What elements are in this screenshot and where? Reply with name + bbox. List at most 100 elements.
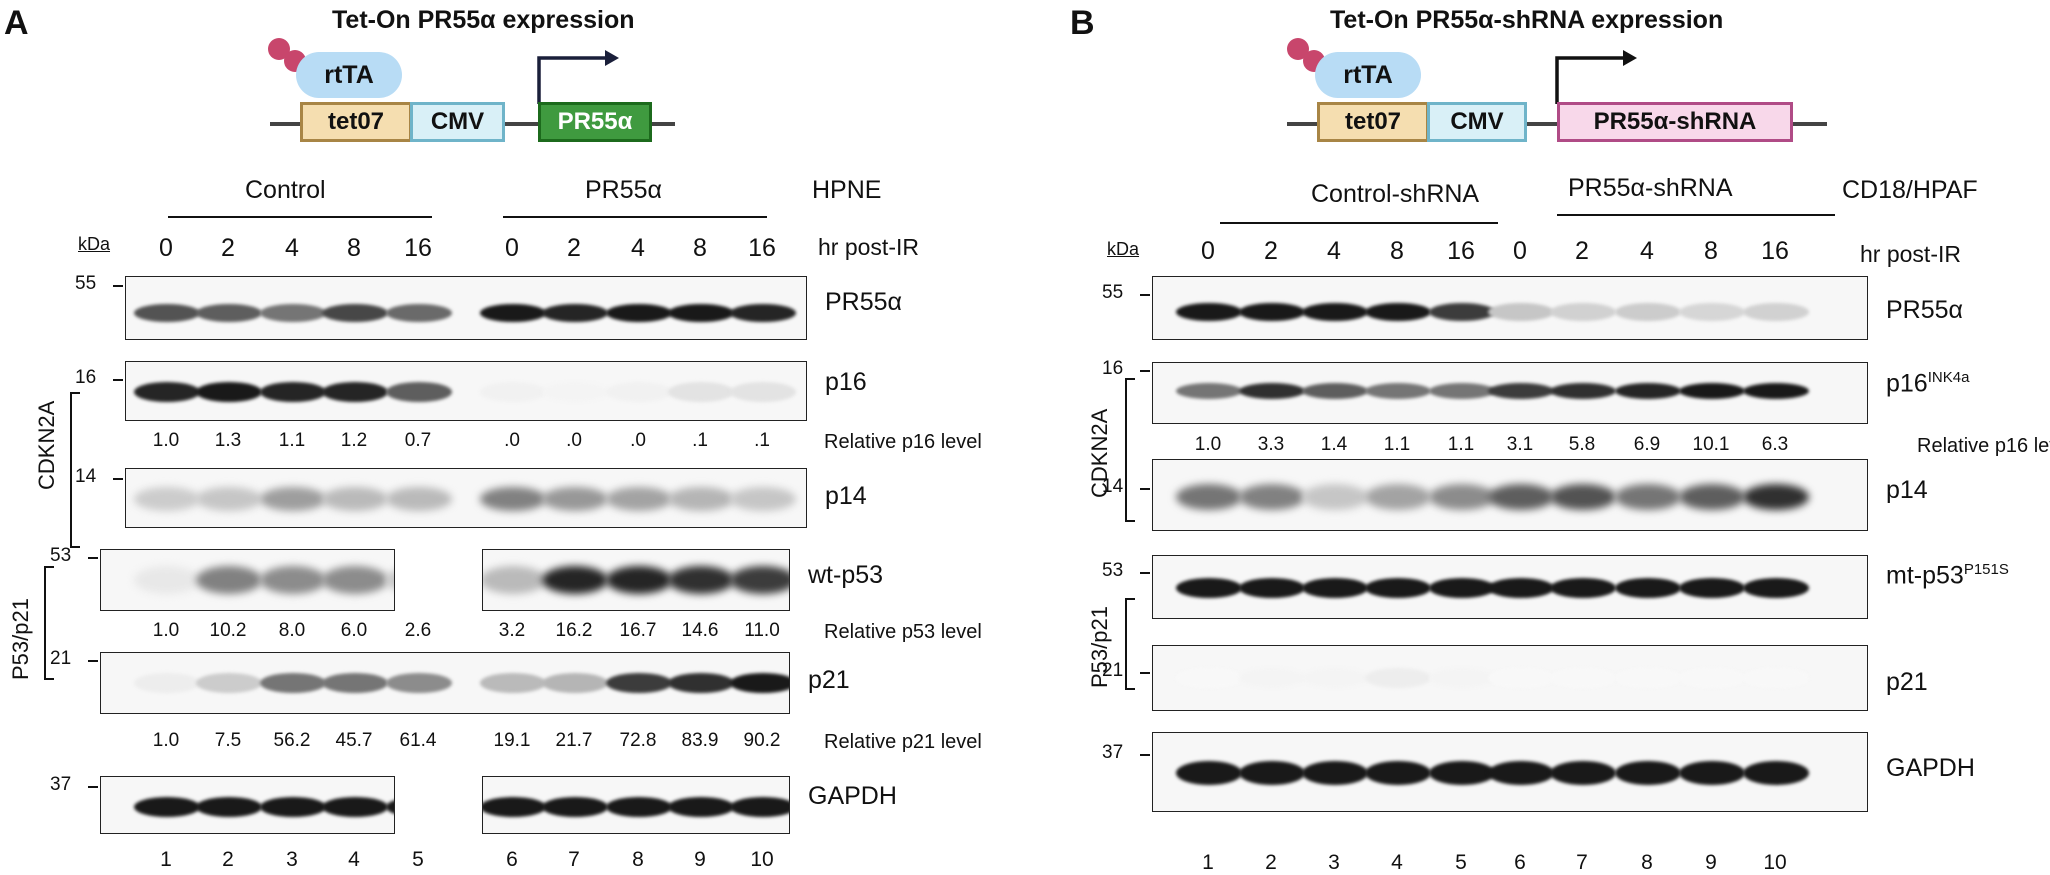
- protein-superscript: INK4a: [1927, 369, 1970, 386]
- relative-value: 10.2: [209, 620, 247, 641]
- band: [1743, 668, 1809, 688]
- band: [322, 673, 388, 693]
- band: [480, 673, 546, 693]
- band: [1743, 578, 1809, 598]
- relative-value: 1.0: [152, 730, 180, 751]
- blot-label: wt-p53: [808, 561, 883, 590]
- band: [542, 487, 608, 511]
- relative-value: 1.2: [340, 430, 368, 451]
- band: [1615, 578, 1681, 598]
- band: [1615, 668, 1681, 688]
- relative-value: 1.1: [1383, 434, 1411, 455]
- band: [196, 673, 262, 693]
- band: [260, 797, 326, 817]
- group-line: [503, 216, 767, 218]
- blot-pr55-: [125, 276, 807, 340]
- band: [730, 673, 789, 693]
- band: [196, 304, 262, 322]
- cell-line: HPNE: [812, 176, 882, 204]
- relative-value: .0: [504, 430, 520, 451]
- blot-label: p16: [825, 368, 867, 397]
- band: [1550, 484, 1616, 510]
- time-label: hr post-IR: [818, 234, 919, 260]
- band: [322, 566, 388, 594]
- band: [606, 797, 672, 817]
- relative-value: 3.3: [1257, 434, 1285, 455]
- band: [1429, 303, 1495, 321]
- p53-p21-bracket: [44, 566, 54, 680]
- timepoint-label: 4: [1640, 237, 1654, 265]
- mw-tick: [1140, 294, 1150, 296]
- blot-p16: [1152, 362, 1868, 424]
- relative-value: 61.4: [399, 730, 437, 751]
- lane-number: 7: [568, 848, 580, 871]
- blot-label: mt-p53P151S: [1886, 561, 2009, 590]
- band: [1239, 383, 1305, 399]
- band: [1550, 383, 1616, 399]
- band: [260, 673, 326, 693]
- band: [1429, 668, 1495, 688]
- band: [606, 673, 672, 693]
- lane-number: 2: [1265, 851, 1277, 874]
- band: [1239, 578, 1305, 598]
- relative-value: 10.1: [1692, 434, 1730, 455]
- blot-wt-p53: [482, 549, 790, 611]
- lane-number: 2: [222, 848, 234, 871]
- relative-level-label: Relative p16 level: [1917, 435, 2050, 457]
- p53-p21-label: P53/p21: [8, 598, 33, 680]
- timepoint-label: 8: [1390, 237, 1404, 265]
- band: [542, 304, 608, 322]
- band: [730, 487, 796, 511]
- group-pr55a-shrna: PR55α-shRNA: [1568, 174, 1733, 202]
- band: [668, 487, 734, 511]
- protein-name: p21: [1886, 668, 1928, 696]
- band: [668, 566, 734, 594]
- mw-marker: 53: [1102, 560, 1124, 581]
- lane-number: 5: [1455, 851, 1467, 874]
- blot-label: GAPDH: [808, 782, 897, 811]
- band: [1488, 761, 1554, 785]
- band: [1488, 383, 1554, 399]
- protein-superscript: P151S: [1963, 561, 2009, 578]
- band: [260, 382, 326, 402]
- lane-number: 1: [1202, 851, 1214, 874]
- band: [668, 304, 734, 322]
- cdkn2a-label: CDKN2A: [1087, 408, 1112, 498]
- relative-value: 16.2: [555, 620, 593, 641]
- band: [1302, 761, 1368, 785]
- band: [134, 382, 200, 402]
- relative-value: .0: [630, 430, 646, 451]
- band: [1302, 668, 1368, 688]
- relative-value: 1.0: [152, 430, 180, 451]
- band: [1615, 303, 1681, 321]
- band: [260, 304, 326, 322]
- band: [322, 382, 388, 402]
- relative-value: 8.0: [278, 620, 306, 641]
- mw-tick: [113, 285, 123, 287]
- band: [386, 382, 452, 402]
- band: [134, 487, 200, 511]
- relative-value: 14.6: [681, 620, 719, 641]
- protein-name: mt-p53: [1886, 561, 1964, 590]
- band: [1488, 303, 1554, 321]
- blot-pr55-: [1152, 276, 1868, 340]
- relative-value: 72.8: [619, 730, 657, 751]
- relative-value: 1.4: [1320, 434, 1348, 455]
- band: [1429, 578, 1495, 598]
- band: [1176, 303, 1242, 321]
- pr55a-gene-box: PR55α: [538, 102, 652, 142]
- band: [196, 566, 262, 594]
- band: [542, 797, 608, 817]
- band: [1743, 761, 1809, 785]
- band: [134, 673, 200, 693]
- blot-gapdh: [482, 776, 790, 834]
- blot-p21: [100, 652, 790, 714]
- cmv-box: CMV: [410, 102, 505, 142]
- band: [1550, 578, 1616, 598]
- protein-name: GAPDH: [1886, 754, 1975, 782]
- group-pr55a: PR55α: [585, 176, 662, 204]
- kda-label: kDa: [78, 234, 111, 254]
- band: [606, 487, 672, 511]
- mw-tick: [1140, 754, 1150, 756]
- lane-number: 3: [1328, 851, 1340, 874]
